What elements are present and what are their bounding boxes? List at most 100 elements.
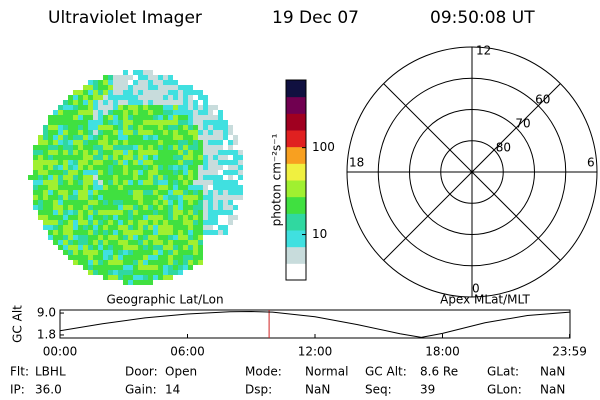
pixel <box>93 180 98 185</box>
pixel <box>78 105 83 110</box>
pixel <box>148 175 153 180</box>
pixel <box>223 175 228 180</box>
pixel <box>88 200 93 205</box>
field-value: NaN <box>540 383 565 397</box>
pixel <box>113 145 118 150</box>
pixel <box>143 175 148 180</box>
pixel <box>58 125 63 130</box>
pixel <box>103 205 108 210</box>
pixel <box>158 170 163 175</box>
pixel <box>73 195 78 200</box>
pixel <box>53 220 58 225</box>
pixel <box>68 225 73 230</box>
pixel <box>203 165 208 170</box>
pixel <box>133 105 138 110</box>
pixel <box>138 220 143 225</box>
pixel <box>143 200 148 205</box>
pixel <box>233 160 238 165</box>
pixel <box>148 95 153 100</box>
pixel <box>183 250 188 255</box>
pixel <box>133 185 138 190</box>
pixel <box>113 225 118 230</box>
pixel <box>138 115 143 120</box>
field-label: Seq: <box>365 383 392 397</box>
pixel <box>163 135 168 140</box>
pixel <box>173 145 178 150</box>
pixel <box>123 90 128 95</box>
pixel <box>203 200 208 205</box>
pixel <box>133 145 138 150</box>
pixel <box>218 185 223 190</box>
pixel <box>108 190 113 195</box>
pixel <box>133 250 138 255</box>
pixel <box>198 210 203 215</box>
pixel <box>93 220 98 225</box>
pixel <box>58 165 63 170</box>
pixel <box>198 190 203 195</box>
pixel <box>183 205 188 210</box>
pixel <box>178 140 183 145</box>
pixel <box>33 200 38 205</box>
pixel <box>78 110 83 115</box>
pixel <box>158 255 163 260</box>
pixel <box>183 260 188 265</box>
pixel <box>218 230 223 235</box>
pixel <box>148 230 153 235</box>
pixel <box>153 105 158 110</box>
pixel <box>158 275 163 280</box>
pixel <box>168 165 173 170</box>
pixel <box>63 175 68 180</box>
pixel <box>63 105 68 110</box>
pixel <box>168 180 173 185</box>
pixel <box>68 135 73 140</box>
pixel <box>148 280 153 285</box>
pixel <box>68 230 73 235</box>
pixel <box>228 135 233 140</box>
pixel <box>163 90 168 95</box>
pixel <box>163 270 168 275</box>
pixel <box>168 125 173 130</box>
pixel <box>113 105 118 110</box>
pixel <box>58 105 63 110</box>
pixel <box>33 190 38 195</box>
pixel <box>208 135 213 140</box>
pixel <box>53 210 58 215</box>
pixel <box>98 145 103 150</box>
pixel <box>198 145 203 150</box>
pixel <box>88 90 93 95</box>
pixel <box>68 145 73 150</box>
pixel <box>128 140 133 145</box>
pixel <box>108 160 113 165</box>
pixel <box>88 140 93 145</box>
pixel <box>68 240 73 245</box>
pixel <box>133 90 138 95</box>
pixel <box>48 160 53 165</box>
pixel <box>123 275 128 280</box>
pixel <box>93 165 98 170</box>
pixel <box>63 235 68 240</box>
colorbar-segment <box>286 163 306 181</box>
pixel <box>183 120 188 125</box>
pixel <box>113 195 118 200</box>
pixel <box>163 190 168 195</box>
pixel <box>148 220 153 225</box>
pixel <box>123 75 128 80</box>
pixel <box>143 260 148 265</box>
pixel <box>38 180 43 185</box>
pixel <box>193 155 198 160</box>
pixel <box>108 75 113 80</box>
pixel <box>113 135 118 140</box>
pixel <box>208 150 213 155</box>
pixel <box>48 195 53 200</box>
pixel <box>198 135 203 140</box>
pixel <box>93 195 98 200</box>
pixel <box>153 200 158 205</box>
pixel <box>128 225 133 230</box>
pixel <box>143 210 148 215</box>
pixel <box>138 150 143 155</box>
y-tick-label: 9.0 <box>37 306 56 320</box>
pixel <box>88 165 93 170</box>
pixel <box>43 175 48 180</box>
pixel <box>103 85 108 90</box>
pixel <box>213 110 218 115</box>
